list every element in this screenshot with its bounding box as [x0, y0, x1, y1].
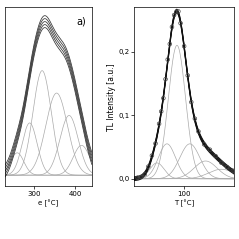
Point [179, 21, 182, 25]
Text: a): a) [76, 16, 86, 26]
Point [159, 109, 163, 113]
Point [202, 142, 206, 146]
Point [172, 13, 176, 17]
Point [208, 148, 212, 152]
Point [170, 25, 174, 29]
Point [231, 169, 235, 173]
Point [162, 96, 165, 100]
Point [196, 130, 200, 133]
Point [166, 58, 170, 61]
Point [139, 175, 143, 179]
Point [219, 161, 223, 165]
Point [174, 10, 178, 14]
Point [186, 74, 190, 77]
Point [154, 141, 158, 145]
Point [136, 176, 140, 179]
Point [143, 172, 147, 176]
Point [214, 154, 217, 158]
Y-axis label: TL Intensity [a.u.]: TL Intensity [a.u.] [107, 63, 116, 130]
Point [225, 165, 229, 169]
Point [157, 122, 161, 126]
Point [189, 100, 193, 104]
Point [176, 10, 180, 13]
Point [164, 77, 168, 81]
Point [182, 44, 186, 48]
X-axis label: T [°C]: T [°C] [174, 199, 194, 207]
Point [147, 165, 150, 168]
Point [193, 117, 197, 120]
Point [150, 154, 154, 158]
Point [168, 42, 172, 46]
X-axis label: e [°C]: e [°C] [38, 199, 59, 207]
